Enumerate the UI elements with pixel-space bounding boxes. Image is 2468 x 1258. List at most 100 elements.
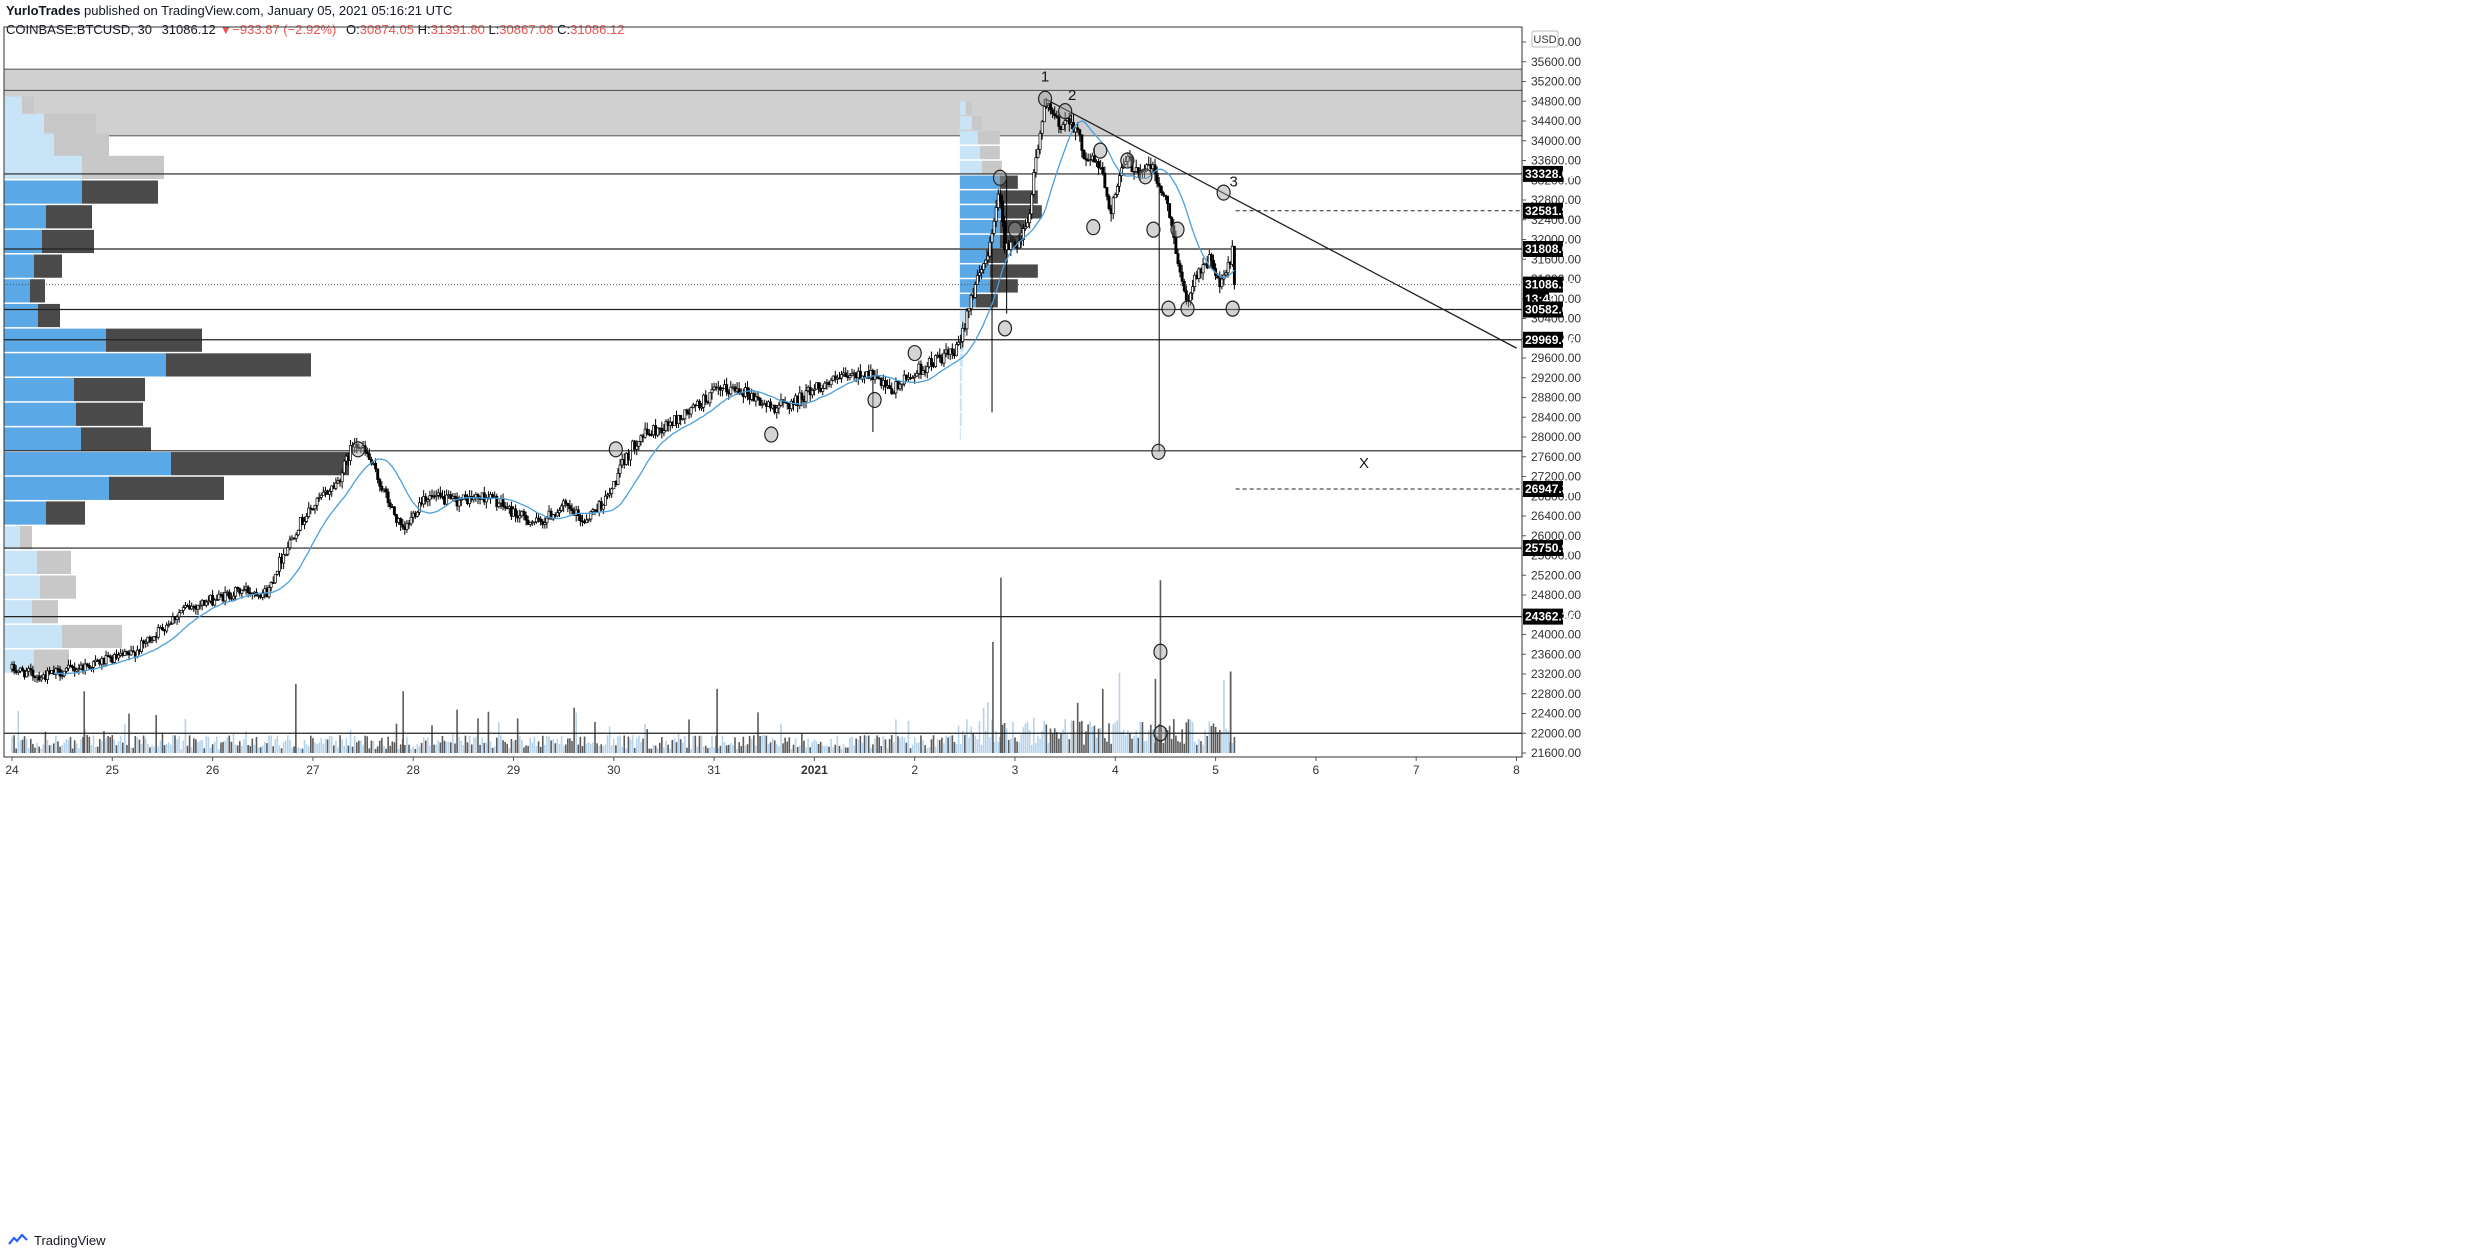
price-axis[interactable]: 36000.0035600.0035200.0034800.0034400.00… [1522, 30, 1581, 760]
volume-bar [968, 737, 970, 753]
volume-bar [1108, 723, 1110, 753]
volume-bar [778, 746, 780, 753]
volume-bar [1158, 724, 1160, 753]
volume-bar [661, 737, 663, 753]
candle-body [994, 207, 998, 222]
vp-bar-up [959, 175, 1000, 189]
volume-bar [874, 738, 876, 753]
candle-body [319, 494, 323, 498]
volume-bar [1012, 721, 1014, 753]
volume-bar [903, 737, 906, 753]
volume-bar [671, 740, 674, 753]
volume-bar [182, 740, 185, 753]
candle-body [267, 587, 271, 598]
time-tick-label: 25 [106, 763, 120, 777]
candle-body [1176, 253, 1180, 264]
candle-body [955, 344, 958, 357]
volume-bar [192, 738, 195, 753]
volume-bar [393, 742, 396, 753]
volume-bar [236, 745, 239, 753]
volume-bar [690, 748, 692, 753]
time-tick-label: 31 [707, 763, 721, 777]
volume-bar [1018, 742, 1020, 753]
candle-body [558, 510, 561, 514]
volume-bar [109, 737, 112, 753]
volume-bar [147, 743, 149, 753]
annotations: 1 2 3 X [1041, 69, 1369, 473]
swing-marker-circle [1037, 90, 1053, 107]
trendline[interactable] [1044, 98, 1517, 349]
candle-body [639, 435, 643, 442]
currency-badge [1531, 30, 1559, 48]
candle-body [585, 519, 589, 524]
volume-bar [872, 744, 874, 753]
candle-body [1143, 170, 1147, 173]
candle-body [1207, 254, 1211, 269]
candle-body [950, 348, 954, 354]
volume-bar [813, 739, 816, 753]
volume-bar [71, 748, 74, 753]
time-tick-label: 8 [1513, 763, 1520, 777]
volume-bar [1097, 728, 1100, 753]
volume-bar [911, 744, 914, 753]
volume-bar [817, 743, 820, 753]
volume-bar [468, 735, 471, 753]
candle-body [570, 508, 574, 511]
volume-bar [941, 737, 943, 753]
volume-bar [483, 742, 486, 753]
volume-bar [307, 746, 310, 753]
volume-bar [261, 745, 264, 753]
volume-bar [646, 729, 649, 753]
volume-bar [734, 737, 736, 753]
volume-bar [1179, 742, 1181, 753]
volume-bar [276, 735, 279, 753]
candle-body [334, 482, 338, 489]
volume-spike [992, 641, 994, 753]
volume-bar [1189, 719, 1192, 753]
swing-marker-circle [1086, 219, 1101, 236]
volume-bar [19, 740, 22, 753]
volume-bar [558, 743, 561, 753]
candle-body [1078, 129, 1082, 136]
price-label-text: 32581.90 [1525, 204, 1575, 218]
candle-body [888, 385, 892, 389]
volume-bar [330, 736, 333, 753]
volume-bar [1060, 733, 1062, 753]
volume-bar [38, 746, 40, 753]
time-tick-label: 2021 [801, 763, 828, 777]
volume-bar [172, 735, 174, 753]
volume-bar [640, 742, 642, 753]
time-axis[interactable]: 24 25 26 27 28 29 30 31 2021 2 3 4 5 6 7 8 [5, 757, 1520, 777]
candle-body [495, 495, 499, 507]
volume-bar [771, 737, 774, 753]
candle-body [890, 388, 894, 394]
volume-bar [88, 736, 91, 753]
volume-bar [918, 742, 920, 753]
volume-bar [259, 747, 262, 753]
volume-bar [753, 735, 755, 753]
volume-bar [567, 738, 569, 753]
candle-body [77, 668, 81, 671]
volume-bar [1045, 724, 1048, 753]
volume-bar [23, 736, 26, 753]
volume-bar [531, 742, 534, 753]
volume-bar [454, 743, 456, 753]
candle-body [833, 375, 837, 380]
volume-bar [512, 741, 515, 753]
volume-bar [40, 748, 43, 753]
horizontal-lines[interactable] [4, 173, 1522, 734]
volume-bar [487, 711, 490, 753]
volume-bar [629, 739, 632, 753]
candle-body [342, 460, 346, 474]
volume-bar [709, 747, 711, 753]
volume-bar [195, 739, 197, 753]
volume-bar [1068, 739, 1071, 753]
swing-marker-circle [1151, 443, 1166, 460]
volume-bar [30, 738, 32, 753]
volume-bar [161, 732, 164, 753]
candle-body [988, 241, 992, 257]
volume-bar [811, 741, 814, 753]
volume-bar [836, 735, 839, 753]
volume-bar [1093, 725, 1096, 753]
